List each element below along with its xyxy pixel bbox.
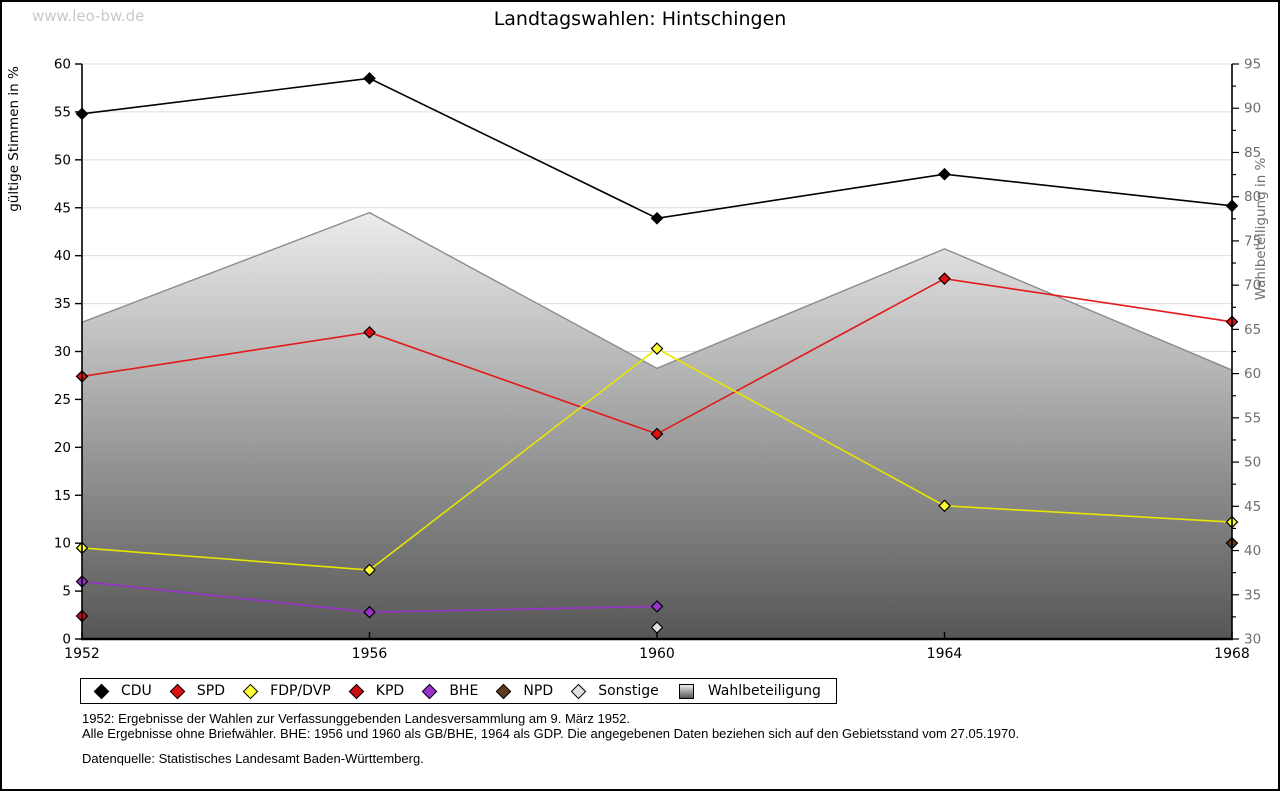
left-tick-45: 45 [54,200,71,216]
x-tick-1964: 1964 [927,646,963,662]
legend-item-spd: SPD [169,683,226,699]
marker-CDU-1964 [938,167,951,181]
left-tick-10: 10 [54,536,71,552]
legend-label: CDU [121,683,152,699]
legend-item-kpd: KPD [348,683,405,699]
x-tick-1968: 1968 [1214,646,1250,662]
turnout-area [81,211,1233,639]
left-tick-55: 55 [54,104,71,120]
right-tick-30: 30 [1244,632,1261,648]
right-tick-65: 65 [1244,322,1261,338]
legend-label: SPD [196,683,226,699]
legend-item-cdu: CDU [93,683,152,699]
data-source: Datenquelle: Statistisches Landesamt Bad… [82,751,424,766]
marker-FDP/DVP-1964 [938,499,951,513]
legend-diamond-icon [348,683,365,699]
legend-diamond-icon [422,683,438,699]
left-tick-40: 40 [54,248,71,264]
legend-label: FDP/DVP [270,683,331,699]
chart-title: Landtagswahlen: Hintschingen [493,8,787,30]
legend-item-bhe: BHE [422,683,479,699]
left-tick-0: 0 [62,632,71,648]
legend-item-npd: NPD [496,683,554,699]
left-tick-25: 25 [54,392,71,408]
marker-SPD-1956 [363,325,376,339]
watermark: www.leo-bw.de [32,7,145,25]
marker-CDU-1960 [650,211,664,225]
legend-label: NPD [523,683,554,699]
right-tick-90: 90 [1244,101,1261,117]
marker-SPD-1960 [650,427,664,441]
chart-legend: CDU SPD FDP/DVP KPD BHE NPD Sonstige [80,678,837,704]
left-tick-20: 20 [54,440,71,456]
right-tick-70: 70 [1244,278,1261,294]
area-Wahlbeteiligung [82,212,1232,639]
right-tick-55: 55 [1244,410,1261,426]
legend-item-wahlbeteiligung: Wahlbeteiligung [678,683,821,699]
left-axis-label: gültige Stimmen in % [6,66,22,212]
marker-CDU-1956 [363,72,376,85]
right-tick-75: 75 [1244,233,1261,249]
legend-item-fdp-dvp: FDP/DVP [242,683,331,699]
right-tick-50: 50 [1244,455,1261,471]
left-tick-30: 30 [54,344,71,360]
left-tick-5: 5 [62,584,71,600]
marker-SPD-1964 [938,272,951,286]
x-tick-1956: 1956 [352,646,388,662]
tick-labels: 0 5 10 15 20 25 30 35 40 45 50 55 60 30 35 40 45 50 55 60 65… [54,57,1261,663]
legend-square-icon [678,683,694,699]
right-tick-60: 60 [1244,366,1261,382]
footnotes: 1952: Ergebnisse der Wahlen zur Verfassu… [82,711,1232,767]
x-tick-1960: 1960 [639,646,675,662]
marker-FDP/DVP-1960 [650,342,664,355]
right-tick-40: 40 [1244,543,1261,559]
area-edge-Wahlbeteiligung [81,211,1233,371]
left-tick-15: 15 [54,488,71,504]
legend-diamond-icon [93,683,110,699]
legend-label: Wahlbeteiligung [707,683,821,699]
right-tick-85: 85 [1244,145,1261,161]
footnote-line-2: Alle Ergebnisse ohne Briefwähler. BHE: 1… [82,725,1020,741]
marker-FDP/DVP-1956 [363,563,376,577]
right-axis-label: Wahlbeteiligung in % [1253,157,1269,300]
legend-label: BHE [449,683,479,699]
left-tick-35: 35 [54,296,71,312]
left-tick-50: 50 [54,152,71,168]
right-tick-80: 80 [1244,189,1261,205]
footnote-line-1: 1952: Ergebnisse der Wahlen zur Verfassu… [82,711,631,726]
legend-diamond-icon [242,683,259,699]
right-tick-35: 35 [1244,587,1261,603]
legend-label: KPD [375,683,405,699]
axis-ticks [75,63,1239,640]
right-tick-95: 95 [1244,57,1261,73]
legend-item-sonstige: Sonstige [570,683,659,699]
legend-label: Sonstige [598,683,659,699]
x-tick-1952: 1952 [64,646,100,662]
marker-BHE-1956 [363,605,376,619]
legend-diamond-icon [496,683,512,699]
left-tick-60: 60 [54,57,71,73]
series-line-CDU [81,77,1233,220]
legend-diamond-icon [570,683,587,699]
right-tick-45: 45 [1244,499,1261,515]
marker-BHE-1960 [650,600,664,613]
legend-diamond-icon [169,683,186,699]
